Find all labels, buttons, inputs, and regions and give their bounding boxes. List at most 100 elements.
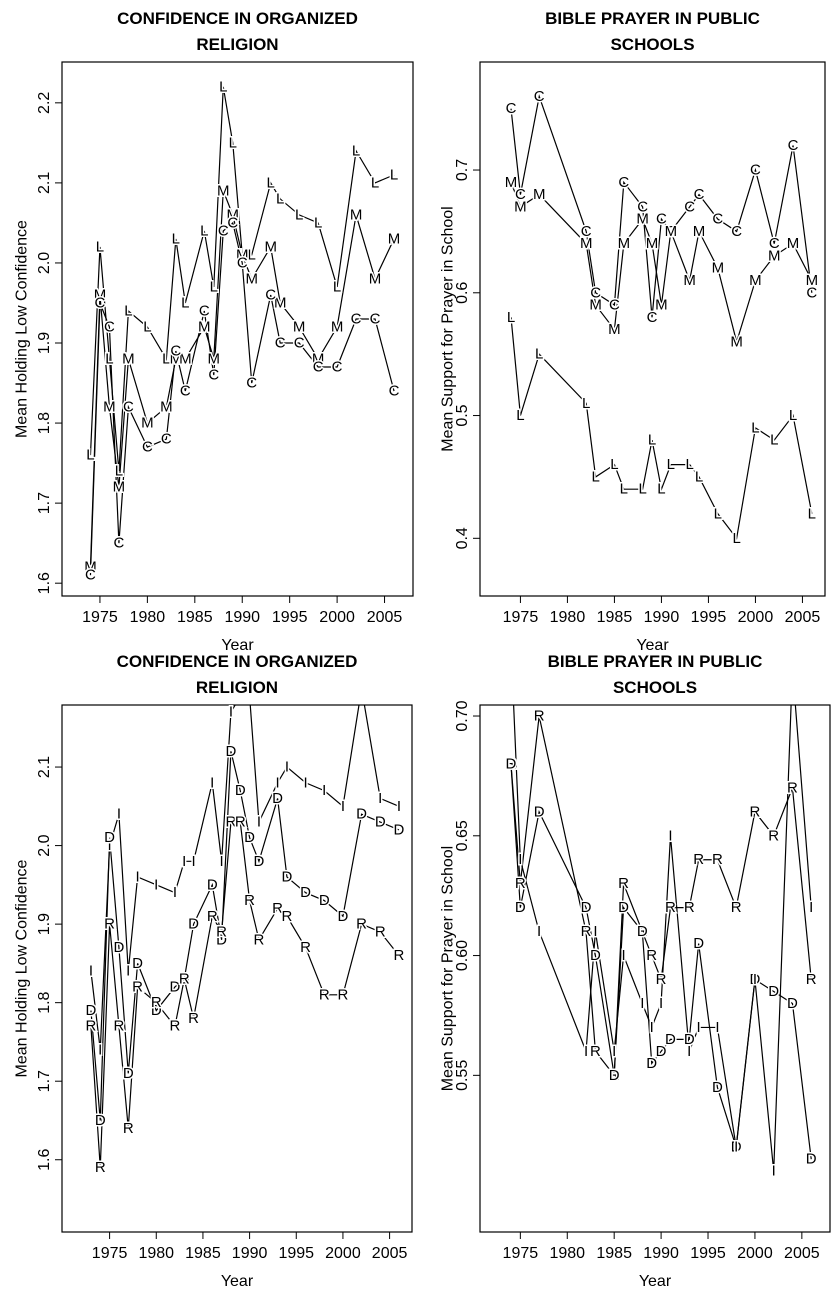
point-marker: R: [114, 1018, 125, 1035]
point-marker: D: [665, 1031, 676, 1048]
point-marker: R: [806, 971, 817, 988]
point-marker: D: [693, 935, 704, 952]
point-marker: I: [220, 853, 224, 870]
point-marker: M: [505, 174, 518, 191]
point-marker: D: [768, 983, 779, 1000]
plot-frame: [479, 704, 831, 1233]
x-tick-label: 2000: [325, 1245, 361, 1262]
y-tick-label: 0.55: [454, 1060, 471, 1091]
series-line: [89, 190, 395, 568]
point-marker: R: [581, 923, 592, 940]
point-marker: L: [314, 214, 322, 231]
point-marker: R: [515, 875, 526, 892]
point-marker: L: [371, 174, 379, 191]
point-marker: L: [714, 505, 722, 522]
point-marker: C: [581, 223, 592, 240]
point-marker: C: [123, 399, 134, 416]
y-tick-label: 1.9: [36, 332, 53, 354]
point-marker: C: [142, 439, 153, 456]
point-marker: C: [227, 214, 238, 231]
point-marker: C: [161, 431, 172, 448]
point-marker: I: [154, 876, 158, 893]
point-marker: R: [179, 971, 190, 988]
point-marker: I: [322, 782, 326, 799]
point-marker: L: [352, 142, 360, 159]
x-tick-label: 1985: [185, 1245, 221, 1262]
point-marker: I: [612, 1043, 616, 1060]
point-marker: I: [687, 1043, 691, 1060]
point-marker: D: [95, 1112, 106, 1129]
point-marker: R: [300, 939, 311, 956]
point-marker: C: [731, 223, 742, 240]
point-marker: D: [506, 755, 517, 772]
point-marker: M: [636, 211, 649, 228]
point-marker: D: [170, 978, 181, 995]
y-tick-label: 0.4: [454, 527, 471, 549]
point-marker: D: [226, 743, 237, 760]
point-marker: I: [584, 1043, 588, 1060]
point-marker: R: [338, 986, 349, 1003]
point-marker: D: [618, 899, 629, 916]
point-marker: I: [108, 837, 112, 854]
point-marker: L: [181, 294, 189, 311]
point-marker: C: [534, 88, 545, 105]
series-line: [90, 821, 400, 1168]
point-marker: C: [113, 535, 124, 552]
point-marker: I: [734, 1139, 738, 1156]
point-marker: C: [218, 222, 229, 239]
point-marker: M: [84, 559, 97, 576]
point-marker: L: [507, 309, 515, 326]
point-marker: D: [515, 899, 526, 916]
y-axis-label: Mean Holding Low Confidence: [14, 859, 31, 1077]
plot-area: CCCCCCCCCCCCCCCCCCCMMMMMMMMMMMMMMMMMMMLL…: [503, 86, 819, 548]
point-marker: L: [620, 481, 628, 498]
point-marker: I: [173, 884, 177, 901]
series-line: [90, 751, 400, 1121]
x-tick-label: 1995: [278, 1245, 314, 1262]
point-marker: C: [313, 359, 324, 376]
point-marker: I: [210, 774, 214, 791]
point-marker: M: [122, 351, 135, 368]
series-line: [510, 182, 813, 345]
point-marker: M: [646, 235, 659, 252]
point-marker: R: [637, 923, 648, 940]
point-marker: D: [356, 806, 367, 823]
point-marker: L: [648, 432, 656, 449]
point-marker: D: [188, 916, 199, 933]
point-marker: R: [787, 779, 798, 796]
x-tick-label: 2005: [784, 1245, 820, 1262]
point-marker: M: [170, 351, 183, 368]
y-tick-label: 1.7: [36, 1070, 53, 1092]
x-axis-label: Year: [639, 1273, 672, 1290]
point-marker: I: [98, 1041, 102, 1058]
y-tick-label: 0.7: [454, 159, 471, 181]
point-marker: D: [244, 829, 255, 846]
point-marker: I: [341, 798, 345, 815]
point-marker: I: [668, 827, 672, 844]
point-marker: D: [806, 1151, 817, 1168]
point-marker: M: [388, 230, 401, 247]
point-marker: C: [275, 335, 286, 352]
x-tick-label: 1990: [643, 1245, 679, 1262]
point-marker: L: [295, 206, 303, 223]
series-line: [89, 86, 395, 472]
x-tick-label: 2000: [319, 609, 355, 626]
point-marker: C: [769, 235, 780, 252]
point-marker: I: [650, 1019, 654, 1036]
x-tick-label: 1995: [691, 609, 727, 626]
point-marker: R: [254, 931, 265, 948]
point-marker: I: [360, 680, 364, 697]
point-marker: C: [656, 211, 667, 228]
point-marker: M: [693, 223, 706, 240]
point-marker: M: [768, 247, 781, 264]
point-marker: R: [226, 814, 237, 831]
point-marker: R: [86, 1018, 97, 1035]
point-marker: C: [609, 297, 620, 314]
y-tick-label: 0.60: [454, 940, 471, 971]
point-marker: D: [375, 814, 386, 831]
point-marker: C: [294, 335, 305, 352]
point-marker: R: [693, 851, 704, 868]
point-marker: D: [534, 803, 545, 820]
plot-frame: [61, 61, 414, 597]
